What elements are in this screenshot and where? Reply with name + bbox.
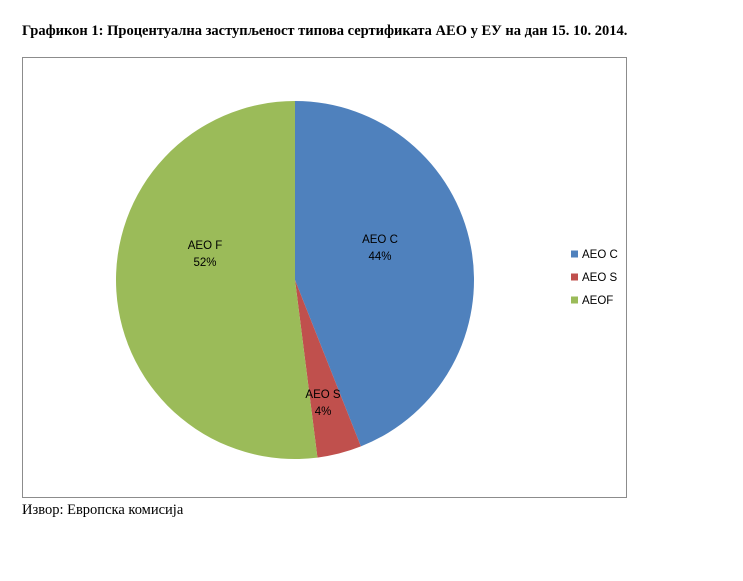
pie-chart: AEO C 44% AEO S 4% AEO F 52% AEO C AEO S AEOF <box>116 101 618 459</box>
figure-caption: Графикон 1: Процентуална заступљеност ти… <box>22 23 628 39</box>
pie-slice-aeo-c <box>295 101 474 447</box>
legend-item-aeo-c: AEO C <box>571 249 618 261</box>
source-note: Извор: Европска комисија <box>22 502 184 518</box>
legend-swatch <box>571 250 578 258</box>
slice-label-aeo-c: AEO C 44% <box>362 234 398 263</box>
pie-slice-aeo-s <box>295 280 361 458</box>
legend-swatch <box>571 273 578 281</box>
slice-label-aeo-s: AEO S 4% <box>305 389 340 418</box>
legend-label: AEO C <box>582 249 618 261</box>
legend-item-aeo-s: AEO S <box>571 272 617 284</box>
slice-label-aeo-f: AEO F 52% <box>188 240 223 269</box>
legend-label: AEO S <box>582 272 617 284</box>
pie-slice-aeo-f <box>116 101 318 459</box>
legend-label: AEOF <box>582 295 613 307</box>
chart-frame: AEO C 44% AEO S 4% AEO F 52% AEO C AEO S AEOF <box>22 57 627 498</box>
legend-item-aeof: AEOF <box>571 295 613 307</box>
legend-swatch <box>571 296 578 304</box>
